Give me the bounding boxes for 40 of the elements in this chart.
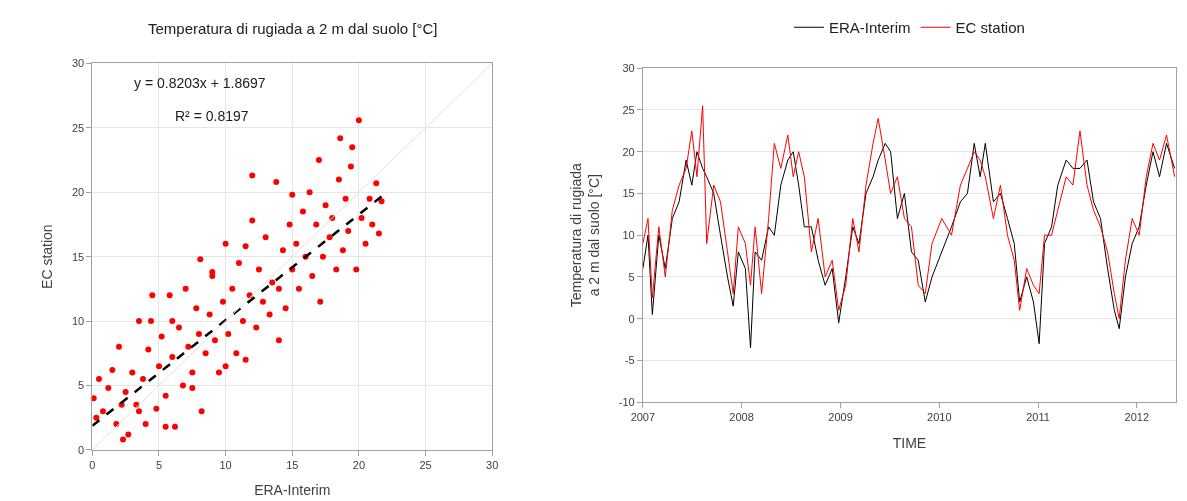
y-tick-label: 30 [71,57,85,70]
line-series [642,105,1176,320]
y-tick-label: 0 [628,312,635,325]
y-tick-label: 5 [628,270,635,283]
x-tick-label: 2012 [1124,411,1150,424]
y-tick-label: 25 [71,121,85,134]
x-axis-title: TIME [892,434,927,451]
x-tick-label: 2007 [630,411,656,424]
y-tick-label: 20 [622,145,635,158]
legend-label: ERA-Interim [828,19,911,37]
x-tick-label: 2009 [828,411,853,424]
x-tick-label: 10 [219,459,232,472]
y-axis-title: EC station [39,224,56,289]
y-tick-label: 10 [622,229,635,242]
annotation: y = 0.8203x + 1.8697 [134,75,266,91]
annotation: R² = 0.8197 [175,108,249,124]
x-tick-label: 5 [155,459,163,472]
y-tick-label: 20 [71,186,85,199]
y-tick-label: 25 [622,103,635,116]
y-tick-label: 0 [78,443,85,456]
line-series [642,142,1176,349]
y-tick-label: 15 [71,250,85,263]
chart-title: Temperatura di rugiada a 2 m dal suolo [°C] [148,20,438,37]
legend-label: EC station [955,19,1025,37]
x-tick-label: 20 [352,459,366,472]
y-tick-label: 15 [622,187,635,200]
y-tick-label: 10 [71,314,85,327]
x-axis-title: ERA-Interim [254,482,331,499]
y-axis-title: Temperatura di rugiada a 2 m dal suolo [°C] [568,163,603,308]
x-tick-label: 30 [486,459,499,472]
y-tick-label: 5 [78,379,85,392]
x-tick-label: 2010 [927,411,952,424]
x-tick-label: 25 [419,459,432,472]
x-tick-label: 2008 [729,411,754,424]
y-tick-label: -10 [618,395,635,408]
x-tick-label: 15 [286,459,299,472]
y-tick-label: -5 [624,354,635,367]
x-tick-label: 2011 [1026,411,1050,424]
x-tick-label: 0 [89,459,96,472]
y-tick-label: 30 [622,62,635,75]
